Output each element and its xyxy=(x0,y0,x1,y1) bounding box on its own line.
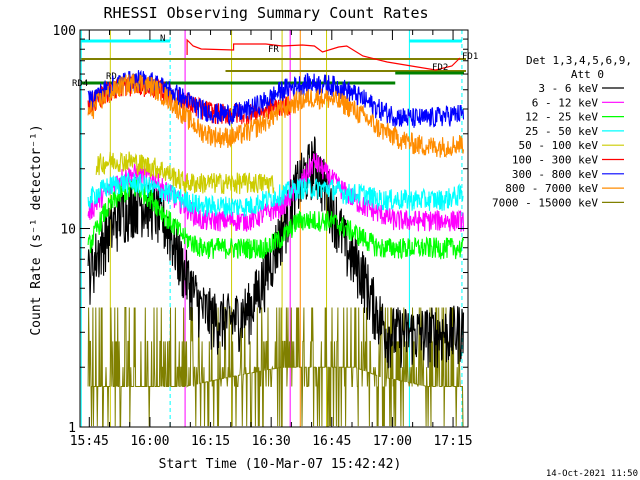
x-tick-label: 17:15 xyxy=(433,434,472,449)
legend-label: 7000 - 15000 keV xyxy=(492,196,598,209)
legend-header-2: Att 0 xyxy=(571,68,604,81)
annotation-label: FD1 xyxy=(462,52,478,62)
legend-label: 12 - 25 keV xyxy=(525,111,598,124)
y-axis-label: Count Rate (s⁻¹ detector⁻¹) xyxy=(29,124,44,335)
legend-label: 6 - 12 keV xyxy=(532,96,599,109)
annotation-label: N xyxy=(160,34,165,44)
legend-header-1: Det 1,3,4,5,6,9, xyxy=(526,54,632,67)
series-line xyxy=(87,136,465,369)
series-line xyxy=(95,151,275,195)
legend-label: 50 - 100 keV xyxy=(519,139,599,152)
footer-timestamp: 14-Oct-2021 11:50 xyxy=(546,469,638,479)
legend-label: 3 - 6 keV xyxy=(538,82,598,95)
data-series xyxy=(87,69,465,427)
legend-label: 25 - 50 keV xyxy=(525,125,598,138)
annotation-label: RD xyxy=(106,72,117,82)
y-tick-label: 1 xyxy=(68,421,76,436)
series-line xyxy=(87,307,464,427)
x-tick-label: 16:15 xyxy=(191,434,230,449)
y-tick-label: 100 xyxy=(53,24,76,39)
series-line xyxy=(87,172,464,218)
x-axis-label: Start Time (10-Mar-07 15:42:42) xyxy=(159,457,402,472)
axes: 1 10 100 15:45 16:00 16:15 16:30 16:45 17:00 17:1… xyxy=(53,24,473,449)
x-tick-label: 16:30 xyxy=(252,434,291,449)
legend-label: 100 - 300 keV xyxy=(512,154,598,167)
legend-label: 300 - 800 keV xyxy=(512,168,598,181)
x-tick-label: 16:45 xyxy=(312,434,351,449)
chart-title: RHESSI Observing Summary Count Rates xyxy=(103,4,428,22)
y-tick-label: 10 xyxy=(60,223,76,238)
series-line xyxy=(87,179,465,260)
legend-label: 800 - 7000 keV xyxy=(505,182,598,195)
series-line xyxy=(87,73,465,159)
annotation-label: FR xyxy=(268,45,279,55)
x-tick-label: 17:00 xyxy=(373,434,412,449)
flare-flag-line xyxy=(186,38,461,71)
x-tick-label: 15:45 xyxy=(70,434,109,449)
x-tick-label: 16:00 xyxy=(130,434,169,449)
annotation-label: FD2 xyxy=(432,63,448,73)
